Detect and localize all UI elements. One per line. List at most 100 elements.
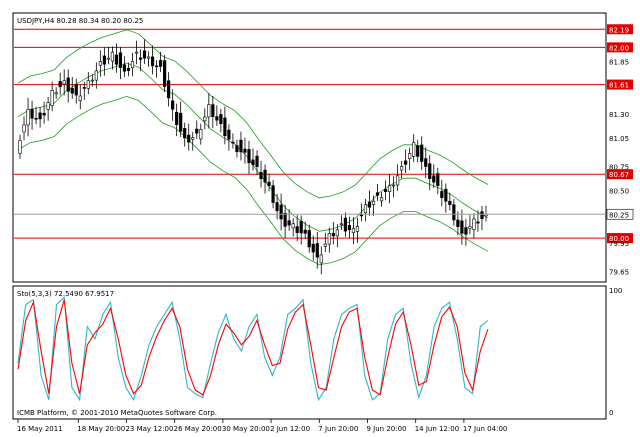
candle: [86, 72, 90, 95]
candle: [114, 43, 119, 73]
time-tick-label: 7 Jun 20:00: [318, 425, 358, 433]
candle: [90, 74, 94, 87]
candle: [255, 150, 259, 176]
svg-text:81.30: 81.30: [609, 111, 629, 119]
candle: [199, 123, 203, 145]
candle: [110, 46, 115, 70]
candle: [436, 167, 440, 195]
candle: [18, 134, 22, 159]
candle: [311, 235, 315, 261]
candle: [263, 164, 267, 194]
candle: [295, 215, 299, 242]
candle: [327, 227, 331, 253]
candle: [355, 217, 360, 243]
candle: [227, 124, 231, 151]
candle: [259, 160, 263, 188]
candle: [163, 55, 167, 93]
candle: [223, 106, 227, 145]
candle: [191, 131, 195, 151]
candle: [150, 45, 155, 75]
candle: [331, 221, 335, 245]
svg-text:82.00: 82.00: [609, 44, 629, 52]
svg-text:80.00: 80.00: [609, 235, 629, 243]
svg-text:80.50: 80.50: [609, 187, 629, 195]
candle: [339, 215, 343, 230]
candle: [375, 184, 380, 201]
candle: [303, 221, 307, 240]
price-tick: 80.67: [607, 169, 633, 180]
candle: [82, 81, 86, 100]
candle: [251, 148, 255, 171]
stochastic-tick: 0: [609, 409, 613, 417]
time-tick-label: 26 May 20:00: [174, 425, 222, 433]
candle: [46, 96, 50, 121]
candle: [387, 174, 392, 204]
candle: [239, 131, 243, 161]
candle: [367, 190, 372, 216]
candle: [275, 193, 279, 220]
candle: [134, 40, 139, 65]
candle: [118, 47, 123, 80]
candle: [351, 217, 356, 245]
time-tick-label: 18 May 20:00: [77, 425, 125, 433]
candle: [472, 213, 476, 239]
candle: [211, 96, 215, 129]
candle: [287, 209, 291, 231]
candle: [428, 155, 432, 191]
candle: [420, 136, 424, 171]
candle: [142, 39, 147, 64]
time-tick-label: 17 Jun 04:00: [463, 425, 507, 433]
candle: [22, 116, 26, 141]
svg-text:80.25: 80.25: [609, 211, 629, 219]
candle: [452, 198, 456, 226]
candle: [271, 179, 275, 209]
candles: [18, 39, 488, 275]
candle: [159, 51, 163, 73]
candle: [102, 47, 106, 76]
svg-text:81.85: 81.85: [609, 59, 629, 67]
price-tick: 81.85: [609, 59, 629, 67]
candle: [319, 246, 323, 275]
candle: [347, 216, 352, 239]
price-tick: 79.95: [609, 240, 629, 248]
upper-band: [17, 29, 489, 199]
candle: [146, 51, 151, 67]
price-tick: 80.50: [609, 187, 629, 195]
candle: [34, 106, 38, 125]
candle: [424, 147, 428, 179]
candle: [408, 147, 412, 171]
price-tick: 82.19: [607, 24, 633, 35]
lower-band: [17, 95, 489, 266]
candle: [243, 137, 247, 164]
candle: [343, 212, 347, 237]
candle: [283, 204, 287, 238]
candle: [299, 215, 303, 245]
candle: [247, 140, 251, 175]
svg-text:79.95: 79.95: [609, 240, 629, 248]
candle: [383, 180, 388, 201]
candle: [460, 209, 464, 245]
candle: [42, 101, 46, 124]
candle: [203, 108, 207, 130]
price-panel-header: USDJPY,H4 80.28 80.34 80.20 80.25: [17, 17, 143, 25]
stochastic-main-line: [17, 296, 489, 402]
price-axis: 82.19 82.00 81.85 81.61 81.30 81.05 80.7580.67…: [606, 24, 634, 276]
stochastic-tick: 100: [609, 287, 622, 295]
candle: [335, 224, 339, 248]
candle: [291, 218, 295, 237]
price-tick: 79.65: [609, 268, 629, 276]
candle: [98, 50, 102, 77]
time-tick-label: 16 May 2011: [17, 425, 63, 433]
candle: [126, 62, 131, 77]
candle: [179, 101, 183, 138]
price-tick: 81.61: [607, 79, 633, 90]
candle: [58, 72, 62, 96]
candle: [363, 198, 368, 222]
candle: [50, 81, 54, 112]
candle: [54, 87, 58, 99]
candle: [379, 192, 384, 207]
candle: [74, 78, 78, 104]
candle: [171, 89, 175, 121]
candle: [231, 133, 235, 149]
candle: [154, 60, 159, 78]
